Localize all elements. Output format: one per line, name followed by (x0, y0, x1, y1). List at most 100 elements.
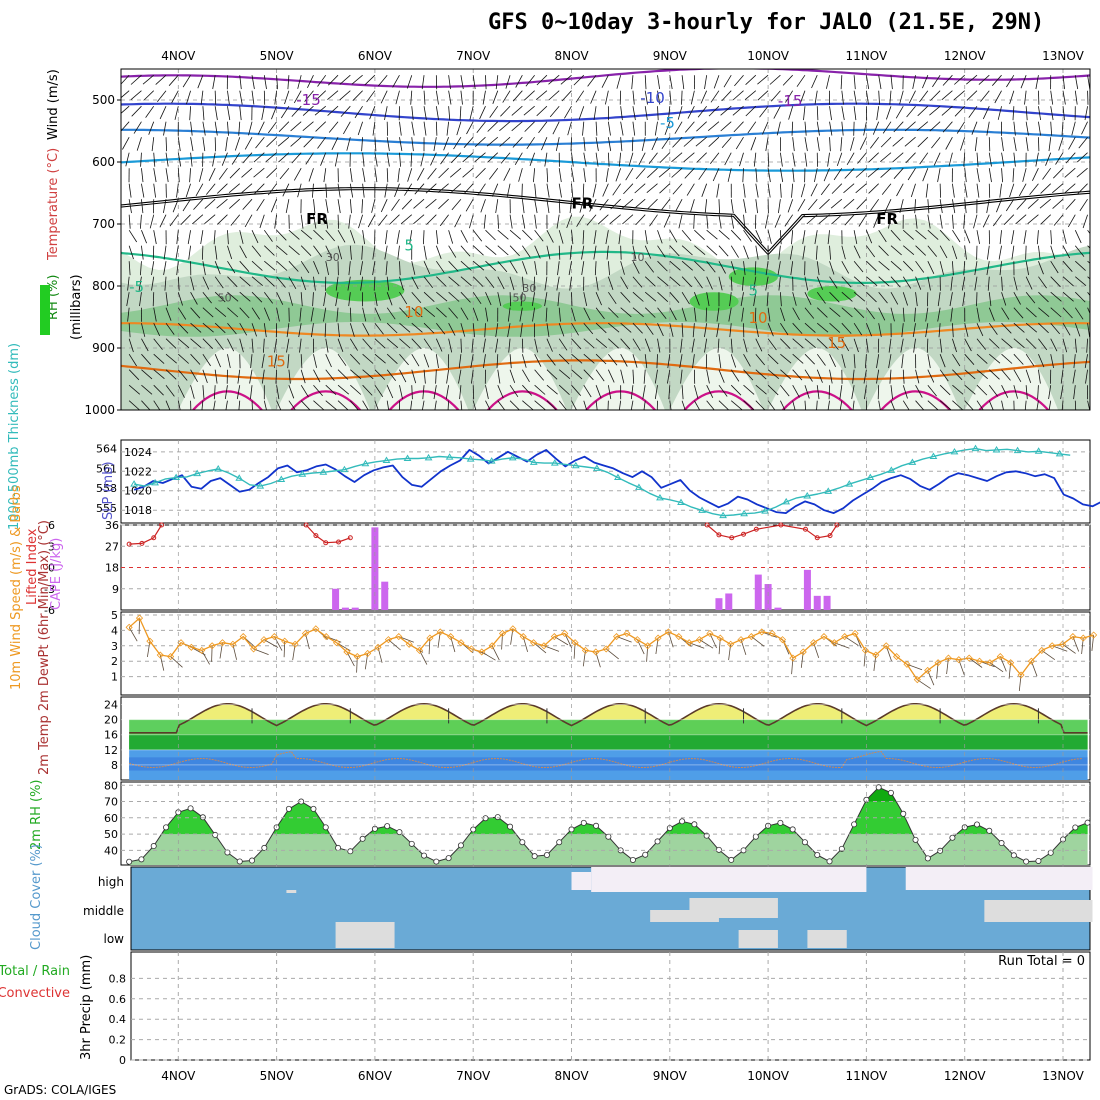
upper-wind-barb (397, 245, 400, 260)
upper-wind-barb (576, 214, 585, 227)
upper-wind-barb (840, 75, 843, 90)
upper-wind-barb (789, 245, 794, 260)
upper-wind-barb (534, 384, 546, 395)
upper-wind-barb (973, 214, 978, 229)
bottom-date-6NOV: 6NOV (358, 1069, 393, 1083)
upper-wind-barb (335, 292, 339, 307)
rh-point (138, 856, 145, 863)
upper-wind-barb (963, 152, 966, 167)
upper-wind-barb (151, 261, 155, 276)
upper-wind-barb (523, 105, 535, 116)
wind-speed-point (239, 632, 247, 641)
upper-wind-barb (708, 105, 720, 117)
upper-wind-barb (952, 229, 961, 243)
upper-wind-barb (755, 183, 759, 198)
upper-wind-barb (816, 338, 828, 349)
upper-wind-barb (286, 338, 290, 353)
upper-wind-barb (214, 276, 224, 289)
wind-speed-point (841, 632, 849, 641)
isotherm-label-4: 5 (404, 237, 414, 255)
upper-wind-barb (188, 245, 191, 260)
thickness-point (382, 456, 391, 463)
rh-dome-13 (964, 348, 1059, 410)
upper-wind-barb (374, 353, 386, 364)
upper-wind-barb (367, 214, 376, 228)
upper-wind-barb (202, 307, 214, 318)
upper-wind-barb (372, 245, 376, 260)
upper-wind-barb (189, 168, 191, 183)
upper-wind-barb (632, 261, 640, 274)
rh-point (949, 834, 956, 841)
upper-wind-barb (644, 291, 657, 302)
upper-wind-barb (852, 369, 855, 384)
cape-bar-7 (754, 574, 762, 610)
upper-wind-barb (571, 307, 576, 322)
upper-wind-barb (263, 291, 274, 304)
upper-wind-barb (214, 322, 226, 334)
upper-wind-barb (792, 353, 804, 364)
upper-wind-barb (251, 276, 263, 287)
lifted-index-point (814, 535, 820, 541)
bottom-date-9NOV: 9NOV (653, 1069, 688, 1083)
upper-wind-barb (556, 214, 560, 229)
upper-wind-barb (404, 183, 413, 196)
upper-wind-barb (317, 136, 327, 149)
upper-wind-barb (470, 354, 474, 369)
upper-wind-barb (843, 198, 855, 209)
wind-speed-point (550, 632, 558, 641)
wind-speed-point (218, 639, 227, 647)
upper-wind-barb (743, 354, 751, 367)
upper-wind-barb (497, 214, 499, 229)
ua-ylabel-pressure: (millibars) (69, 274, 84, 340)
upper-wind-barb (328, 74, 339, 86)
cape-tick-27: 27 (105, 540, 119, 553)
upper-wind-barb (128, 384, 141, 395)
upper-wind-barb (595, 292, 602, 306)
upper-wind-barb (799, 90, 806, 104)
upper-wind-barb (915, 400, 925, 410)
upper-wind-barb (718, 261, 726, 274)
upper-wind-barb (704, 75, 708, 90)
wind-speed-point (675, 632, 683, 641)
upper-wind-barb (1075, 260, 1086, 271)
upper-wind-barb (669, 229, 678, 243)
upper-wind-barb (476, 121, 486, 133)
upper-wind-barb (669, 307, 677, 321)
upper-wind-barb (695, 136, 707, 147)
upper-wind-barb (1027, 198, 1039, 209)
upper-wind-barb (423, 291, 435, 302)
upper-wind-barb (299, 338, 302, 353)
upper-wind-barb (949, 292, 953, 307)
upper-wind-barb (518, 168, 523, 182)
upper-wind-barb (743, 214, 746, 229)
upper-wind-barb (509, 214, 513, 229)
upper-wind-barb (804, 121, 807, 136)
rh-dome-11 (768, 348, 862, 410)
upper-wind-barb (830, 198, 843, 209)
upper-wind-barb (131, 105, 142, 117)
wind-barb (844, 636, 859, 646)
upper-wind-barb (290, 121, 302, 132)
upper-wind-barb (251, 323, 257, 337)
wind-speed-point (851, 629, 859, 638)
upper-wind-barb (349, 323, 355, 337)
thickness-point (698, 506, 706, 513)
upper-wind-barb (176, 230, 179, 245)
upper-wind-barb (300, 292, 303, 307)
upper-wind-barb (590, 90, 597, 104)
upper-wind-barb (582, 121, 585, 136)
upper-wind-barb (190, 338, 202, 349)
upper-wind-barb (346, 137, 351, 151)
upper-wind-barb (880, 167, 892, 178)
upper-wind-barb (615, 168, 622, 182)
upper-wind-barb (618, 152, 622, 167)
upper-wind-barb (153, 307, 157, 322)
upper-wind-barb (927, 369, 935, 383)
upper-wind-barb (755, 384, 767, 395)
upper-wind-barb (483, 214, 486, 229)
wind-speed-point (1069, 632, 1077, 641)
upper-wind-barb (664, 121, 671, 136)
upper-wind-barb (337, 400, 349, 410)
upper-wind-barb (620, 245, 622, 260)
upper-wind-barb (558, 183, 562, 198)
